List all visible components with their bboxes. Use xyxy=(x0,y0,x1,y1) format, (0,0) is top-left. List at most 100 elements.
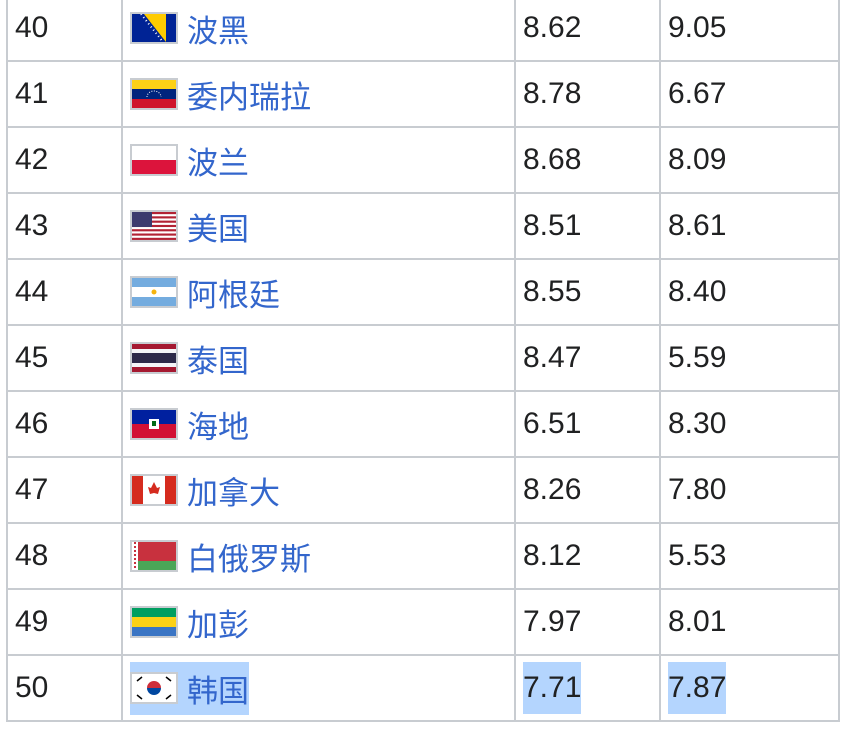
rank-cell: 45 xyxy=(6,324,123,392)
value-1-cell: 8.68 xyxy=(514,126,661,194)
country-cell: 加拿大 xyxy=(121,456,516,524)
usa-flag-icon xyxy=(130,210,178,242)
rank: 47 xyxy=(15,473,49,506)
country-cell: 海地 xyxy=(121,390,516,458)
value-1: 7.97 xyxy=(523,605,582,638)
country-cell: 白俄罗斯 xyxy=(121,522,516,590)
value-2-cell: 9.05 xyxy=(659,0,840,62)
country-link[interactable]: 美国 xyxy=(187,211,249,248)
value-2: 7.87 xyxy=(668,662,727,714)
country-cell: 加彭 xyxy=(121,588,516,656)
rank: 40 xyxy=(15,11,49,44)
thailand-flag-icon xyxy=(130,342,178,374)
country-cell: 美国 xyxy=(121,192,516,260)
rank-cell: 47 xyxy=(6,456,123,524)
table-row: 48 白俄罗斯 8.12 5.53 xyxy=(6,522,840,590)
gabon-flag-icon xyxy=(130,606,178,638)
rank: 42 xyxy=(15,143,49,176)
rank-cell: 46 xyxy=(6,390,123,458)
value-2-cell: 8.40 xyxy=(659,258,840,326)
rank: 49 xyxy=(15,605,49,638)
value-1-cell: 8.26 xyxy=(514,456,661,524)
value-2: 9.05 xyxy=(668,11,727,44)
rank-cell: 48 xyxy=(6,522,123,590)
value-1-cell: 8.78 xyxy=(514,60,661,128)
value-1: 8.62 xyxy=(523,11,582,44)
canada-flag-icon xyxy=(130,474,178,506)
country-link[interactable]: 海地 xyxy=(187,409,249,446)
table-row: 42 波兰 8.68 8.09 xyxy=(6,126,840,194)
country-link[interactable]: 波兰 xyxy=(187,145,249,182)
country-link[interactable]: 波黑 xyxy=(187,13,249,50)
country-link[interactable]: 加彭 xyxy=(187,607,249,644)
table-row: 50 韩国 7.71 7.87 xyxy=(6,654,840,722)
south-korea-flag-icon xyxy=(130,672,178,704)
belarus-flag-icon xyxy=(130,540,178,572)
country-cell: 波黑 xyxy=(121,0,516,62)
table-row: 41 委内瑞拉 8.78 6.67 xyxy=(6,60,840,128)
value-2: 8.30 xyxy=(668,407,727,440)
value-1: 8.26 xyxy=(523,473,582,506)
table-row: 43 美国 8.51 8.61 xyxy=(6,192,840,260)
value-1: 8.55 xyxy=(523,275,582,308)
country-link[interactable]: 泰国 xyxy=(187,343,249,380)
country-cell: 韩国 xyxy=(121,654,516,722)
rank-cell: 42 xyxy=(6,126,123,194)
value-2-cell: 5.53 xyxy=(659,522,840,590)
value-2: 7.80 xyxy=(668,473,727,506)
country-link[interactable]: 韩国 xyxy=(187,673,249,710)
value-1: 8.12 xyxy=(523,539,582,572)
haiti-flag-icon xyxy=(130,408,178,440)
country-link[interactable]: 加拿大 xyxy=(187,475,280,512)
table-row: 46 海地 6.51 8.30 xyxy=(6,390,840,458)
value-2-cell: 5.59 xyxy=(659,324,840,392)
country-cell: 泰国 xyxy=(121,324,516,392)
value-1-cell: 7.71 xyxy=(514,654,661,722)
country-link[interactable]: 阿根廷 xyxy=(187,277,280,314)
value-1: 8.47 xyxy=(523,341,582,374)
value-2: 8.01 xyxy=(668,605,727,638)
value-1-cell: 8.12 xyxy=(514,522,661,590)
value-1: 6.51 xyxy=(523,407,582,440)
table-row: 45 泰国 8.47 5.59 xyxy=(6,324,840,392)
poland-flag-icon xyxy=(130,144,178,176)
value-2: 6.67 xyxy=(668,77,727,110)
value-1-cell: 8.51 xyxy=(514,192,661,260)
rank-cell: 50 xyxy=(6,654,123,722)
value-1-cell: 8.62 xyxy=(514,0,661,62)
value-1: 8.78 xyxy=(523,77,582,110)
value-2: 8.61 xyxy=(668,209,727,242)
ranking-table: 40 波黑 8.62 9.05 41 委内瑞拉 8.78 6.67 42 波兰 8.… xyxy=(6,0,840,722)
value-2-cell: 8.09 xyxy=(659,126,840,194)
value-2: 8.40 xyxy=(668,275,727,308)
value-2: 5.59 xyxy=(668,341,727,374)
table-row: 44 阿根廷 8.55 8.40 xyxy=(6,258,840,326)
value-1-cell: 8.55 xyxy=(514,258,661,326)
value-2-cell: 7.87 xyxy=(659,654,840,722)
rank: 50 xyxy=(15,671,49,704)
rank-cell: 41 xyxy=(6,60,123,128)
table-row: 49 加彭 7.97 8.01 xyxy=(6,588,840,656)
value-1-cell: 6.51 xyxy=(514,390,661,458)
value-1-cell: 8.47 xyxy=(514,324,661,392)
rank: 41 xyxy=(15,77,49,110)
rank: 48 xyxy=(15,539,49,572)
country-link[interactable]: 白俄罗斯 xyxy=(187,541,311,578)
value-1: 8.51 xyxy=(523,209,582,242)
rank: 44 xyxy=(15,275,49,308)
value-1-cell: 7.97 xyxy=(514,588,661,656)
rank: 43 xyxy=(15,209,49,242)
rank-cell: 43 xyxy=(6,192,123,260)
table-row: 47 加拿大 8.26 7.80 xyxy=(6,456,840,524)
country-cell: 波兰 xyxy=(121,126,516,194)
value-2-cell: 8.30 xyxy=(659,390,840,458)
value-2-cell: 7.80 xyxy=(659,456,840,524)
rank: 46 xyxy=(15,407,49,440)
value-2-cell: 8.61 xyxy=(659,192,840,260)
value-1: 7.71 xyxy=(523,662,582,714)
value-2-cell: 6.67 xyxy=(659,60,840,128)
country-link[interactable]: 委内瑞拉 xyxy=(187,79,311,116)
rank: 45 xyxy=(15,341,49,374)
value-2: 8.09 xyxy=(668,143,727,176)
venezuela-flag-icon xyxy=(130,78,178,110)
